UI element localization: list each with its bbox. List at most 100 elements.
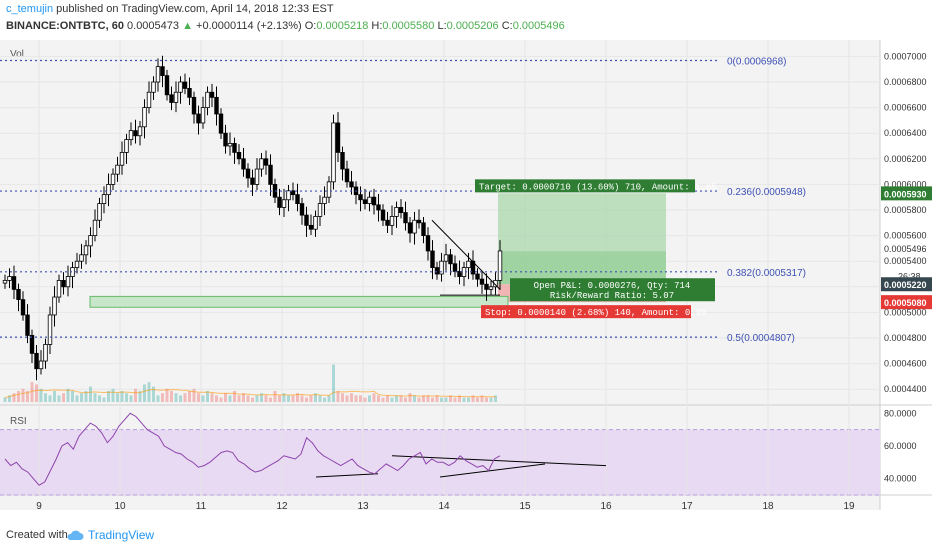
price-tick-label: 0.0004800 — [884, 333, 927, 343]
rsi-label: RSI — [10, 416, 27, 427]
candle-body — [489, 287, 493, 290]
candle-body — [134, 131, 138, 136]
candle-body — [255, 169, 259, 184]
candle-body — [350, 182, 354, 187]
vol-label: Vol — [10, 49, 24, 60]
fib-label: 0.382(0.0005317) — [727, 268, 806, 279]
candle-body — [372, 197, 376, 205]
x-tick-label: 12 — [276, 501, 288, 512]
candle-body — [282, 200, 286, 208]
x-tick-label: 10 — [114, 501, 126, 512]
candle-body — [233, 143, 237, 152]
volume-bar — [341, 393, 344, 402]
volume-bar — [202, 395, 205, 402]
candle-body — [39, 361, 43, 369]
tradingview-logo[interactable]: TradingView — [66, 528, 154, 542]
volume-bar — [4, 398, 7, 402]
volume-bar — [49, 395, 52, 402]
candle-body — [363, 200, 367, 204]
candle-body — [165, 76, 169, 95]
volume-bar — [292, 395, 295, 402]
volume-bar — [152, 387, 155, 402]
volume-bar — [431, 398, 434, 402]
rsi-tick-label: 40.0000 — [884, 474, 917, 484]
candle-body — [242, 159, 246, 169]
high-label: H: — [371, 20, 382, 32]
candle-body — [309, 225, 313, 229]
volume-bar — [305, 398, 308, 402]
volume-bar — [445, 398, 448, 402]
volume-bar — [265, 395, 268, 402]
candle-body — [116, 165, 120, 174]
volume-bar — [404, 398, 407, 402]
volume-bar — [80, 393, 83, 402]
candle-body — [332, 123, 336, 182]
x-tick-label: 9 — [36, 501, 42, 512]
rr-label: Risk/Reward Ratio: 5.07 — [550, 291, 674, 301]
price-change: +0.0000114 (+2.13%) — [196, 20, 302, 32]
price-tick-label: 0.0005496 — [884, 244, 927, 254]
candle-body — [89, 236, 93, 246]
target-label: Target: 0.0000710 (13.60%) 710, Amount: … — [479, 182, 717, 192]
price-badge-label: 0.0005080 — [884, 298, 927, 308]
up-arrow-icon: ▲ — [182, 20, 193, 32]
candle-body — [152, 82, 156, 92]
price-tick-label: 0.0006600 — [884, 103, 927, 113]
candle-body — [75, 261, 79, 267]
price-tick-label: 0.0006800 — [884, 77, 927, 87]
candle-body — [300, 204, 304, 216]
price-tick-label: 0.0007000 — [884, 51, 927, 61]
candle-body — [381, 210, 385, 220]
volume-bar — [175, 393, 178, 402]
candle-body — [444, 255, 448, 261]
volume-bar — [319, 395, 322, 402]
volume-bar — [22, 389, 25, 402]
volume-bar — [436, 395, 439, 402]
volume-bar — [197, 393, 200, 402]
volume-bar — [53, 391, 56, 402]
volume-bar — [116, 393, 119, 402]
candle-body — [98, 204, 102, 221]
ohlc-line: BINANCE:ONTBTC, 60 0.0005473 ▲ +0.000011… — [6, 20, 565, 32]
candle-body — [84, 246, 88, 255]
volume-bar — [193, 389, 196, 402]
candle-body — [390, 216, 394, 225]
price-badge-label: 0.0005930 — [884, 189, 927, 199]
candle-body — [170, 95, 174, 103]
volume-bar — [391, 398, 394, 402]
candle-body — [449, 255, 453, 264]
volume-bar — [238, 395, 241, 402]
candle-body — [53, 297, 57, 315]
rsi-tick-label: 80.0000 — [884, 408, 917, 418]
symbol-label: BINANCE:ONTBTC, 60 — [6, 20, 124, 32]
candle-body — [66, 277, 70, 287]
candle-body — [498, 251, 502, 280]
candle-body — [192, 97, 196, 114]
x-tick-label: 16 — [600, 501, 612, 512]
candle-body — [341, 152, 345, 169]
price-tick-label: 0.0004600 — [884, 359, 927, 369]
volume-bar — [94, 393, 97, 402]
volume-bar — [328, 395, 331, 402]
volume-bar — [13, 393, 16, 402]
price-tick-label: 0.0005400 — [884, 256, 927, 266]
chart-canvas[interactable]: Vol RSI 0(0.0006968) 0.236(0.0005948) 0.38… — [0, 40, 932, 520]
volume-bar — [440, 398, 443, 402]
candle-body — [26, 315, 30, 335]
candle-body — [143, 108, 147, 127]
volume-bar — [179, 395, 182, 402]
candle-body — [174, 92, 178, 102]
candle-body — [120, 152, 124, 165]
candle-body — [426, 236, 430, 251]
candle-body — [237, 152, 241, 158]
volume-bar — [44, 393, 47, 402]
volume-bar — [215, 395, 218, 402]
candle-body — [260, 159, 264, 169]
rsi-tick-label: 60.0000 — [884, 441, 917, 451]
price-badge-label: 0.0005220 — [884, 280, 927, 290]
candle-body — [35, 353, 39, 368]
volume-bar — [368, 395, 371, 402]
author-link[interactable]: c_temujin — [6, 3, 53, 15]
volume-bar — [251, 398, 254, 402]
volume-bar — [454, 398, 457, 402]
